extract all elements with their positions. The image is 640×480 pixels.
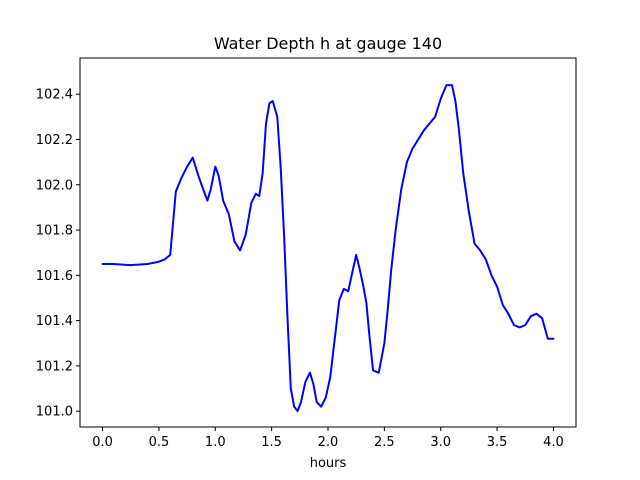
x-tick-label: 3.5 [487, 435, 508, 450]
y-tick-label: 101.4 [36, 314, 73, 329]
x-tick-label: 2.5 [374, 435, 395, 450]
x-axis-ticks: 0.0 0.5 1.0 1.5 2.0 2.5 3.0 3.5 4.0 [92, 427, 564, 450]
x-tick-label: 2.0 [318, 435, 339, 450]
chart-title: Water Depth h at gauge 140 [214, 34, 442, 53]
x-tick-label: 0.0 [92, 435, 113, 450]
y-tick-label: 101.8 [36, 224, 73, 239]
series-line [101, 84, 555, 413]
y-axis-ticks: 101.0 101.2 101.4 101.6 101.8 102.0 102.2 102.4 [36, 88, 80, 420]
x-tick-label: 0.5 [149, 435, 170, 450]
y-tick-label: 102.2 [36, 133, 73, 148]
y-tick-label: 101.2 [36, 359, 73, 374]
y-tick-label: 101.0 [36, 405, 73, 420]
x-tick-label: 1.0 [205, 435, 226, 450]
x-tick-label: 3.0 [430, 435, 451, 450]
y-tick-label: 101.6 [36, 269, 73, 284]
x-axis-title: hours [310, 456, 347, 471]
y-tick-label: 102.0 [36, 178, 73, 193]
x-tick-label: 4.0 [543, 435, 564, 450]
x-tick-label: 1.5 [261, 435, 282, 450]
y-tick-label: 102.4 [36, 88, 73, 103]
